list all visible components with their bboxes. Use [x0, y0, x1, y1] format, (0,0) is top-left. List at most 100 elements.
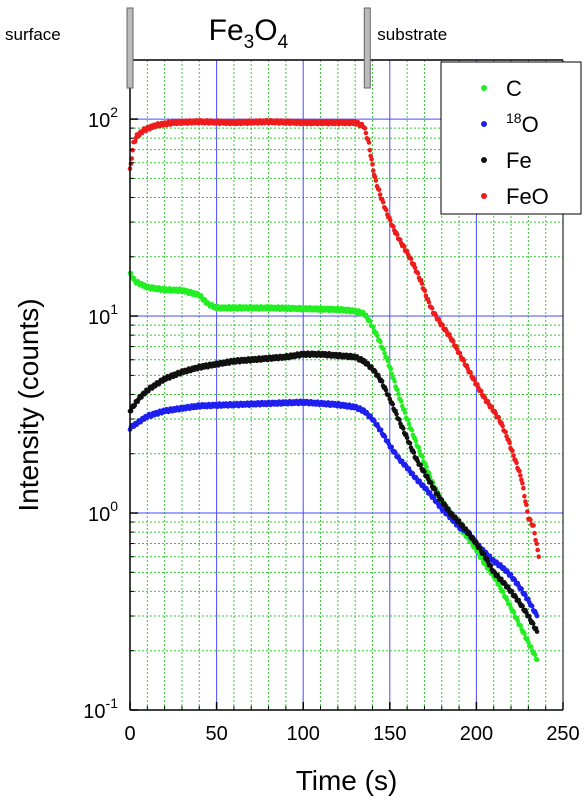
data-point — [394, 411, 399, 417]
data-point — [500, 423, 505, 429]
series-fe — [127, 350, 540, 634]
data-point — [370, 324, 376, 329]
data-point — [526, 640, 531, 645]
data-point — [396, 391, 401, 397]
data-point — [412, 265, 418, 271]
data-point — [397, 417, 402, 422]
data-point — [507, 602, 513, 607]
data-point — [489, 404, 495, 410]
data-point — [478, 388, 484, 394]
region-boundary-marker — [126, 7, 134, 89]
data-point — [382, 434, 388, 440]
data-point — [418, 462, 423, 468]
data-point — [439, 497, 445, 503]
x-tick-label: 100 — [287, 723, 320, 745]
region-header: surface Fe3O4 substrate — [5, 14, 447, 53]
data-point — [385, 358, 391, 364]
x-tick-label: 50 — [205, 723, 227, 745]
data-point — [517, 468, 522, 474]
data-point — [527, 613, 532, 619]
data-point — [381, 346, 386, 352]
data-point — [367, 319, 373, 324]
data-point — [501, 589, 506, 595]
data-point — [536, 554, 542, 560]
data-point — [519, 586, 524, 591]
data-point — [406, 421, 412, 427]
data-point — [532, 652, 538, 658]
data-point — [432, 487, 438, 492]
data-point — [422, 469, 427, 475]
data-point — [366, 140, 372, 145]
y-tick-label: 10-1 — [83, 695, 118, 723]
legend-label-18o: 18O — [506, 110, 539, 137]
data-point — [428, 480, 434, 486]
data-point — [397, 237, 403, 242]
data-point — [431, 495, 437, 500]
y-tick-exponent: -1 — [106, 695, 119, 711]
y-axis-title: Intensity (counts) — [13, 298, 44, 511]
data-point — [378, 339, 383, 345]
data-point — [383, 387, 389, 393]
data-point — [413, 438, 419, 444]
data-point — [419, 281, 425, 286]
data-point — [457, 350, 463, 356]
data-point — [378, 427, 384, 433]
data-point — [515, 618, 521, 624]
data-point — [388, 217, 393, 223]
y-tick-exponent: 1 — [110, 301, 118, 317]
data-point — [509, 589, 515, 594]
y-tick-exponent: 2 — [110, 104, 118, 120]
series-c — [127, 270, 540, 663]
legend-label-c: C — [506, 76, 522, 101]
data-point — [418, 277, 424, 283]
y-tick-base: 10 — [83, 701, 105, 723]
data-point — [471, 536, 476, 541]
data-point — [411, 262, 417, 267]
data-point — [372, 418, 377, 424]
data-point — [384, 207, 389, 213]
data-point — [387, 396, 393, 402]
data-point — [132, 402, 138, 408]
data-point — [520, 603, 525, 609]
data-point — [376, 187, 382, 192]
legend-marker — [481, 85, 487, 91]
data-point — [420, 454, 425, 460]
data-point — [401, 426, 406, 431]
y-tick-exponent: 0 — [110, 498, 118, 514]
data-point — [386, 392, 392, 398]
data-point — [132, 139, 138, 144]
data-point — [511, 610, 517, 615]
data-point — [518, 473, 523, 478]
data-point — [525, 509, 530, 514]
data-point — [532, 530, 537, 536]
data-point — [380, 199, 386, 205]
series-feo — [127, 117, 542, 560]
x-tick-label: 0 — [124, 723, 135, 745]
x-tick-label: 250 — [546, 723, 579, 745]
data-point — [371, 168, 376, 173]
region-label-fe3o4: Fe3O4 — [209, 14, 289, 53]
data-point — [534, 629, 540, 634]
legend-label-fe: Fe — [506, 148, 532, 173]
data-point — [433, 313, 439, 319]
region-label-substrate: substrate — [377, 25, 447, 44]
data-point — [402, 410, 408, 415]
data-point — [524, 502, 529, 508]
data-point — [488, 563, 494, 568]
data-point — [390, 402, 396, 407]
y-tick-label: 101 — [88, 301, 118, 329]
data-point — [512, 577, 518, 583]
y-tick-base: 10 — [88, 307, 110, 329]
legend-18o-sup: 18 — [506, 110, 522, 126]
data-point — [534, 657, 540, 663]
data-point — [465, 366, 471, 371]
data-point — [404, 248, 410, 254]
data-point — [535, 547, 540, 553]
y-tick-label: 100 — [88, 498, 118, 526]
data-point — [522, 493, 527, 499]
legend: C 18O Fe FeO — [440, 61, 582, 215]
data-point — [409, 427, 415, 433]
data-point — [411, 450, 417, 455]
legend-label-feo: FeO — [506, 184, 549, 209]
